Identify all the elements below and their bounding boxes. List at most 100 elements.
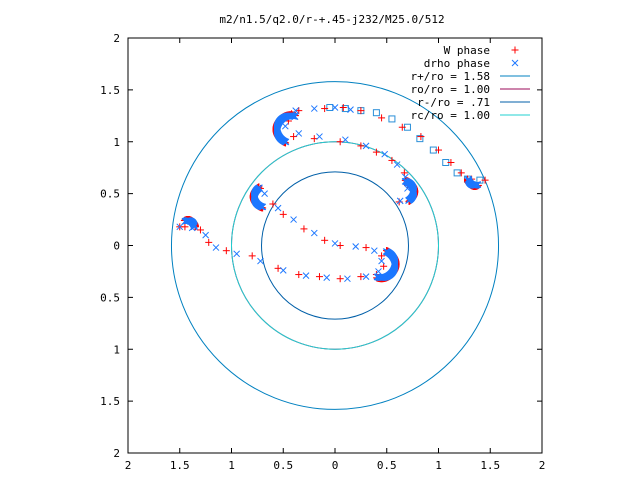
drho-phase-point [259, 203, 267, 211]
drho-phase-point [316, 133, 323, 140]
square-marker [388, 115, 396, 123]
drho-phase-point-d2 [362, 273, 370, 280]
legend-label: r+/ro = 1.58 [411, 70, 490, 83]
w-phase-point [295, 271, 303, 279]
drho-phase-point [282, 138, 290, 146]
drho-phase-point-d2 [352, 243, 360, 250]
w-phase-point [269, 200, 277, 208]
legend-label: drho phase [424, 57, 490, 70]
x-tick-label: 1 [228, 459, 235, 472]
x-axis-ticks: 2 1.5 1 0.5 0 0.5 1 1.5 2 [125, 38, 546, 472]
drho-phase-point-d2 [331, 104, 339, 111]
square-marker [326, 104, 334, 112]
drho-phase-point-d2 [347, 106, 354, 113]
y-tick-label: 0.5 [100, 188, 120, 201]
drho-phase-point-d2 [188, 224, 196, 232]
drho-phase-point-d2 [290, 216, 297, 223]
legend-marker-swatch-d2 [511, 59, 519, 67]
w-phase-point [372, 148, 380, 156]
y-tick-label: 2 [113, 32, 120, 45]
drho-phase-point [302, 272, 310, 279]
drho-phase-point [310, 229, 318, 237]
drho-phase-point-d2 [302, 272, 310, 279]
drho-phase-point-d2 [310, 105, 318, 112]
drho-phase-point [362, 273, 370, 280]
drho-phase-point-d2 [323, 274, 331, 282]
drho-phase-point [279, 267, 287, 274]
w-phase-point [336, 275, 344, 283]
w-phase-point [357, 107, 365, 115]
drho-phase-point-d2 [181, 218, 189, 225]
drho-phase-point-d2 [292, 107, 300, 114]
drho-phase-point [233, 250, 241, 258]
circle-r- [170, 81, 500, 410]
x-tick-label: 2 [125, 459, 132, 472]
drho-phase-point-d2 [259, 203, 267, 211]
drho-phase-point-d2 [202, 231, 209, 239]
drho-phase-point [404, 185, 411, 192]
circle-r- [261, 171, 409, 320]
y-tick-label: 1.5 [100, 395, 120, 408]
w-phase-point [336, 138, 344, 146]
drho-phase-point-d2 [344, 275, 351, 283]
drho-phase-point [474, 181, 482, 188]
drho-phase-point [331, 240, 339, 247]
drho-phase-point-d2 [281, 122, 289, 130]
legend-label: rc/ro = 1.00 [411, 109, 490, 122]
y-tick-label: 2 [113, 447, 120, 460]
drho-phase-point-d2 [233, 250, 241, 258]
drho-phase-point-d2 [404, 185, 411, 192]
w-phase-point [362, 244, 370, 252]
drho-phase-point-d2 [274, 204, 282, 212]
drho-phase-point [323, 274, 331, 282]
circle-rc [231, 141, 439, 350]
drho-phase-point [274, 204, 282, 212]
w-phase-point [417, 133, 425, 141]
legend-marker-swatch [511, 59, 519, 67]
w-phase-point [378, 114, 386, 122]
drho-phase-point-d2 [396, 197, 404, 205]
w-phase-point [315, 273, 323, 281]
y-tick-label: 1 [113, 136, 120, 149]
legend-label: ro/ro = 1.00 [411, 83, 490, 96]
w-phase-point [222, 247, 230, 255]
series-drho-phase [176, 104, 482, 283]
drho-phase-point-d2 [370, 247, 378, 255]
x-tick-label: 2 [539, 459, 546, 472]
drho-phase-point-d2 [402, 173, 409, 181]
w-phase-point [300, 225, 308, 233]
drho-phase-point-d2 [285, 112, 292, 120]
square-marker [416, 135, 424, 143]
drho-phase-point-d2 [176, 223, 184, 231]
drho-phase-point-d2 [362, 142, 370, 150]
w-phase-point [447, 159, 455, 166]
w-phase-point [339, 104, 347, 112]
w-phase-point [205, 238, 213, 246]
drho-phase-point-d2 [378, 257, 385, 265]
y-axis-ticks: 2 1.5 1 0.5 0 0.5 1 1.5 2 [100, 32, 542, 460]
w-phase-point [457, 169, 465, 177]
drho-phase-point [381, 150, 389, 158]
drho-phase-point-d2 [295, 130, 303, 137]
drho-phase-point [393, 161, 401, 168]
drho-phase-point [181, 218, 189, 225]
x-tick-label: 1 [435, 459, 442, 472]
x-tick-label: 1.5 [170, 459, 190, 472]
drho-phase-point [285, 112, 292, 120]
w-phase-point [435, 146, 442, 154]
w-phase-point [481, 176, 489, 184]
drho-phase-point [310, 105, 318, 112]
w-phase-point [196, 226, 204, 234]
drho-phase-point-d2 [393, 161, 401, 168]
x-tick-label: 0.5 [377, 459, 397, 472]
legend-label: W phase [444, 44, 490, 57]
w-phase-point [378, 252, 386, 260]
drho-phase-point-d2 [310, 229, 318, 237]
w-phase-point [279, 210, 287, 218]
drho-phase-point [396, 197, 404, 205]
y-tick-label: 1.5 [100, 84, 120, 97]
drho-phase-point [341, 136, 349, 144]
drho-phase-point [176, 223, 184, 231]
w-phase-point [321, 105, 329, 113]
